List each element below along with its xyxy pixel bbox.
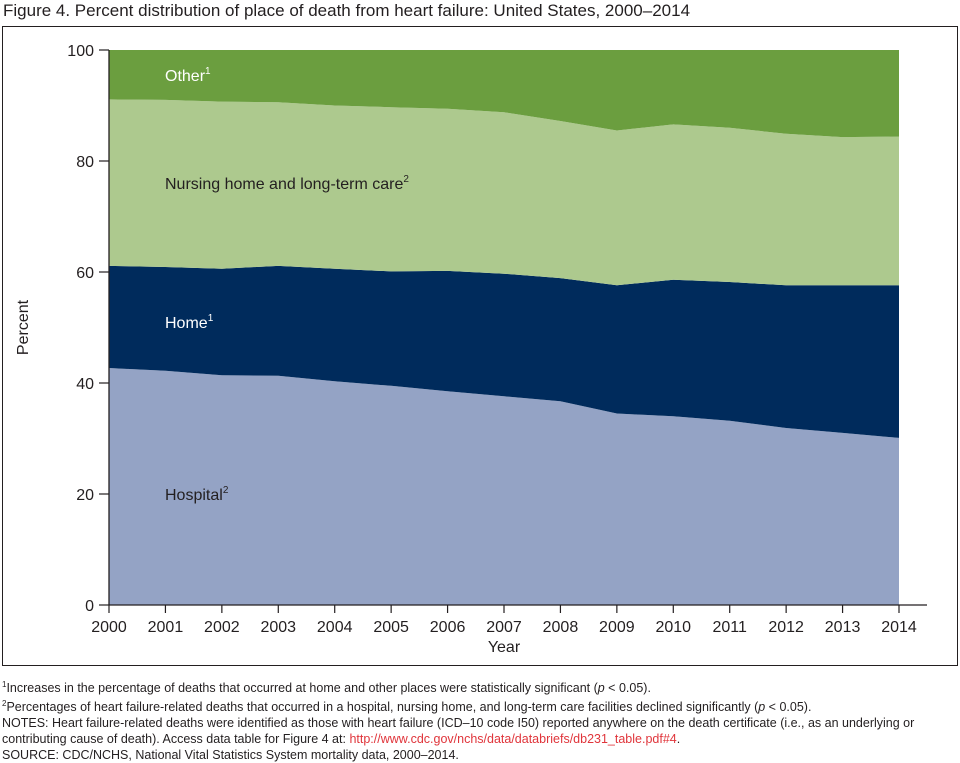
figure-notes: 1Increases in the percentage of deaths t… [2,677,952,763]
figure-title: Figure 4. Percent distribution of place … [3,1,691,20]
x-tick-label: 2008 [543,619,579,636]
chart-axes: 0 20 40 60 80 100 2000 2001 2002 2003 2004 2005 2006… [15,43,927,656]
x-tick-label: 2000 [91,619,127,636]
y-tick-label: 40 [76,376,94,393]
y-axis-label: Percent [15,299,32,355]
label-nursing-home-and-long-term-care: Nursing home and long-term care2 [165,174,409,193]
y-tick-label: 20 [76,487,94,504]
area-home [109,265,899,438]
x-tick-label: 2009 [599,619,635,636]
area-nursing-home-and-long-term-care [109,99,899,286]
chart-panel [2,26,958,666]
y-tick-label: 80 [76,154,94,171]
x-tick-label: 2002 [204,619,240,636]
label-other: Other1 [165,66,211,85]
x-tick-label: 2007 [486,619,522,636]
label-hospital: Hospital2 [165,485,229,504]
x-tick-label: 2013 [825,619,861,636]
area-chart: 0 20 40 60 80 100 2000 2001 2002 2003 2004 2005 2006… [15,43,927,656]
x-axis-label: Year [488,639,521,656]
y-tick-label: 100 [67,43,94,60]
x-tick-label: 2003 [260,619,296,636]
x-tick-label: 2010 [655,619,691,636]
x-tick-label: 2011 [713,619,748,636]
data-table-link[interactable]: http://www.cdc.gov/nchs/data/databriefs/… [349,732,677,747]
x-tick-label: 2012 [768,619,804,636]
y-tick-label: 60 [76,265,94,282]
y-tick-label: 0 [85,598,94,615]
x-tick-label: 2005 [373,619,409,636]
notes-text: NOTES: Heart failure-related deaths were… [2,716,915,747]
x-tick-label: 2014 [881,619,917,636]
source-text: SOURCE: CDC/NCHS, National Vital Statist… [2,748,459,763]
footnote-2: 2Percentages of heart failure-related de… [2,699,812,715]
series-labels: Hospital2 Home1 Nursing home and long-term… [165,66,409,504]
x-tick-label: 2006 [430,619,466,636]
chart-areas [109,50,899,605]
label-home: Home1 [165,313,214,332]
footnote-1: 1Increases in the percentage of deaths t… [2,680,651,696]
x-tick-label: 2001 [148,619,184,636]
area-hospital [109,368,899,605]
area-other [109,50,899,138]
x-tick-label: 2004 [317,619,353,636]
